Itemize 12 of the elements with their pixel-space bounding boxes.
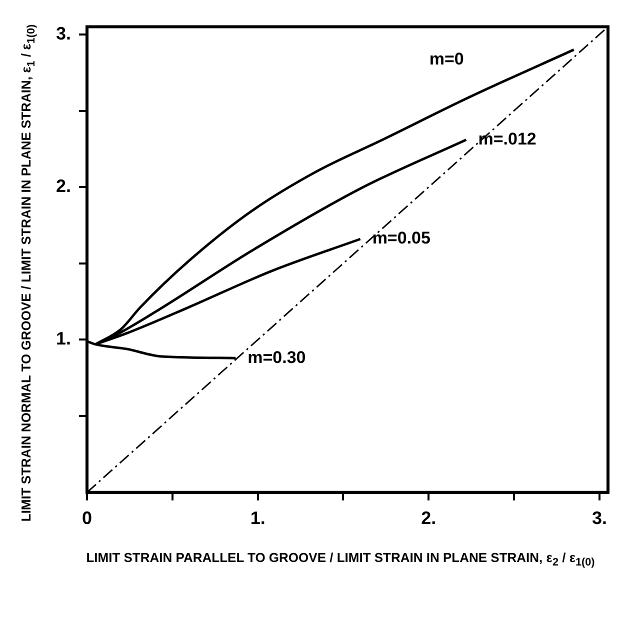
series-label: m=0.30 <box>248 348 306 367</box>
series-label: m=.012 <box>478 129 536 148</box>
x-tick-label: 1. <box>250 508 266 528</box>
x-tick-label: 2. <box>421 508 436 528</box>
series-label: m=0 <box>429 49 464 68</box>
x-tick-label: 3. <box>592 508 607 528</box>
x-axis-title: LIMIT STRAIN PARALLEL TO GROOVE / LIMIT STRAIN IN PLANE STRAIN, ε$_{2}$ / ε$_{1(0)}$ <box>85 550 596 569</box>
y-tick-label: 1. <box>56 328 72 349</box>
y-tick-label: 2. <box>56 176 72 196</box>
y-tick-label: 3. <box>56 23 72 44</box>
x-tick-label: 0 <box>82 508 92 528</box>
series-label: m=0.05 <box>372 228 430 248</box>
